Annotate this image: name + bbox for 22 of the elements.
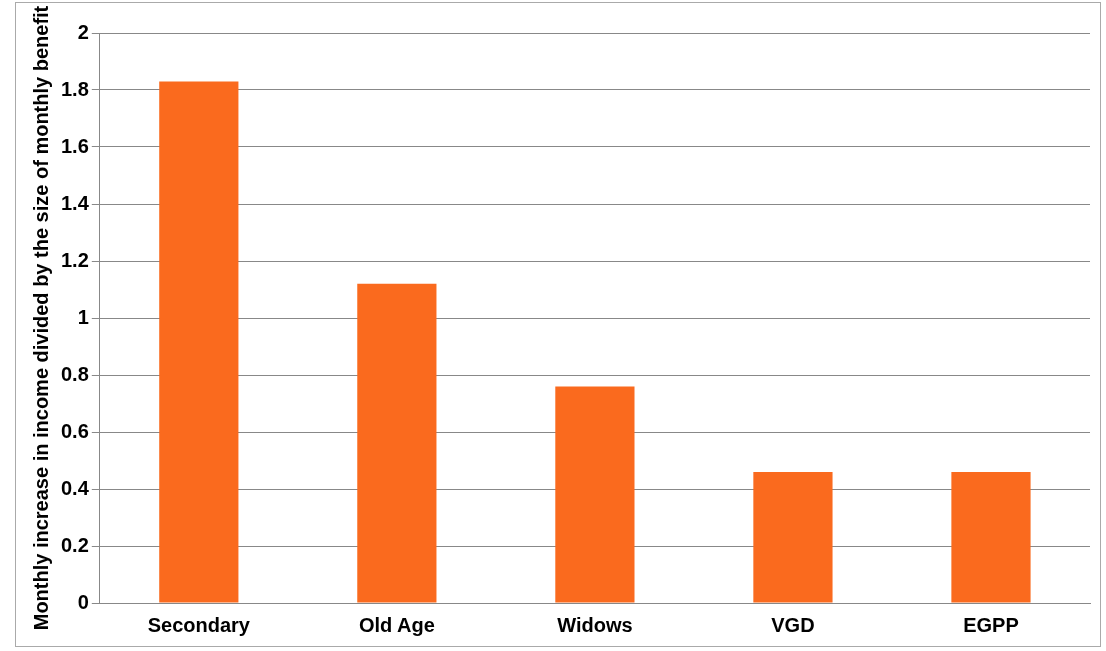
y-axis-title: Monthly increase in income divided by the size of monthly benefit: [29, 5, 52, 631]
bar: [555, 386, 635, 603]
y-tick-label: 2: [77, 20, 89, 43]
y-tick-label: 1: [77, 305, 89, 328]
bar: [951, 471, 1031, 603]
y-tick-label: 0: [77, 590, 89, 613]
bar: [357, 283, 437, 603]
y-tick-label: 1.6: [60, 134, 89, 157]
y-tick-label: 1.4: [60, 191, 90, 214]
bar: [159, 81, 239, 603]
x-tick-label: Secondary: [147, 613, 251, 636]
y-tick-label: 0.6: [60, 419, 89, 442]
y-tick-label: 0.2: [60, 533, 89, 556]
y-tick-label: 0.8: [60, 362, 89, 385]
y-tick-label: 1.2: [60, 248, 89, 271]
bar: [753, 471, 833, 603]
x-tick-label: Old Age: [358, 613, 435, 636]
x-tick-label: VGD: [771, 613, 815, 636]
y-tick-label: 0.4: [60, 476, 90, 499]
x-tick-label: Widows: [557, 613, 633, 636]
x-tick-label: EGPP: [963, 613, 1019, 636]
y-tick-label: 1.8: [60, 77, 89, 100]
